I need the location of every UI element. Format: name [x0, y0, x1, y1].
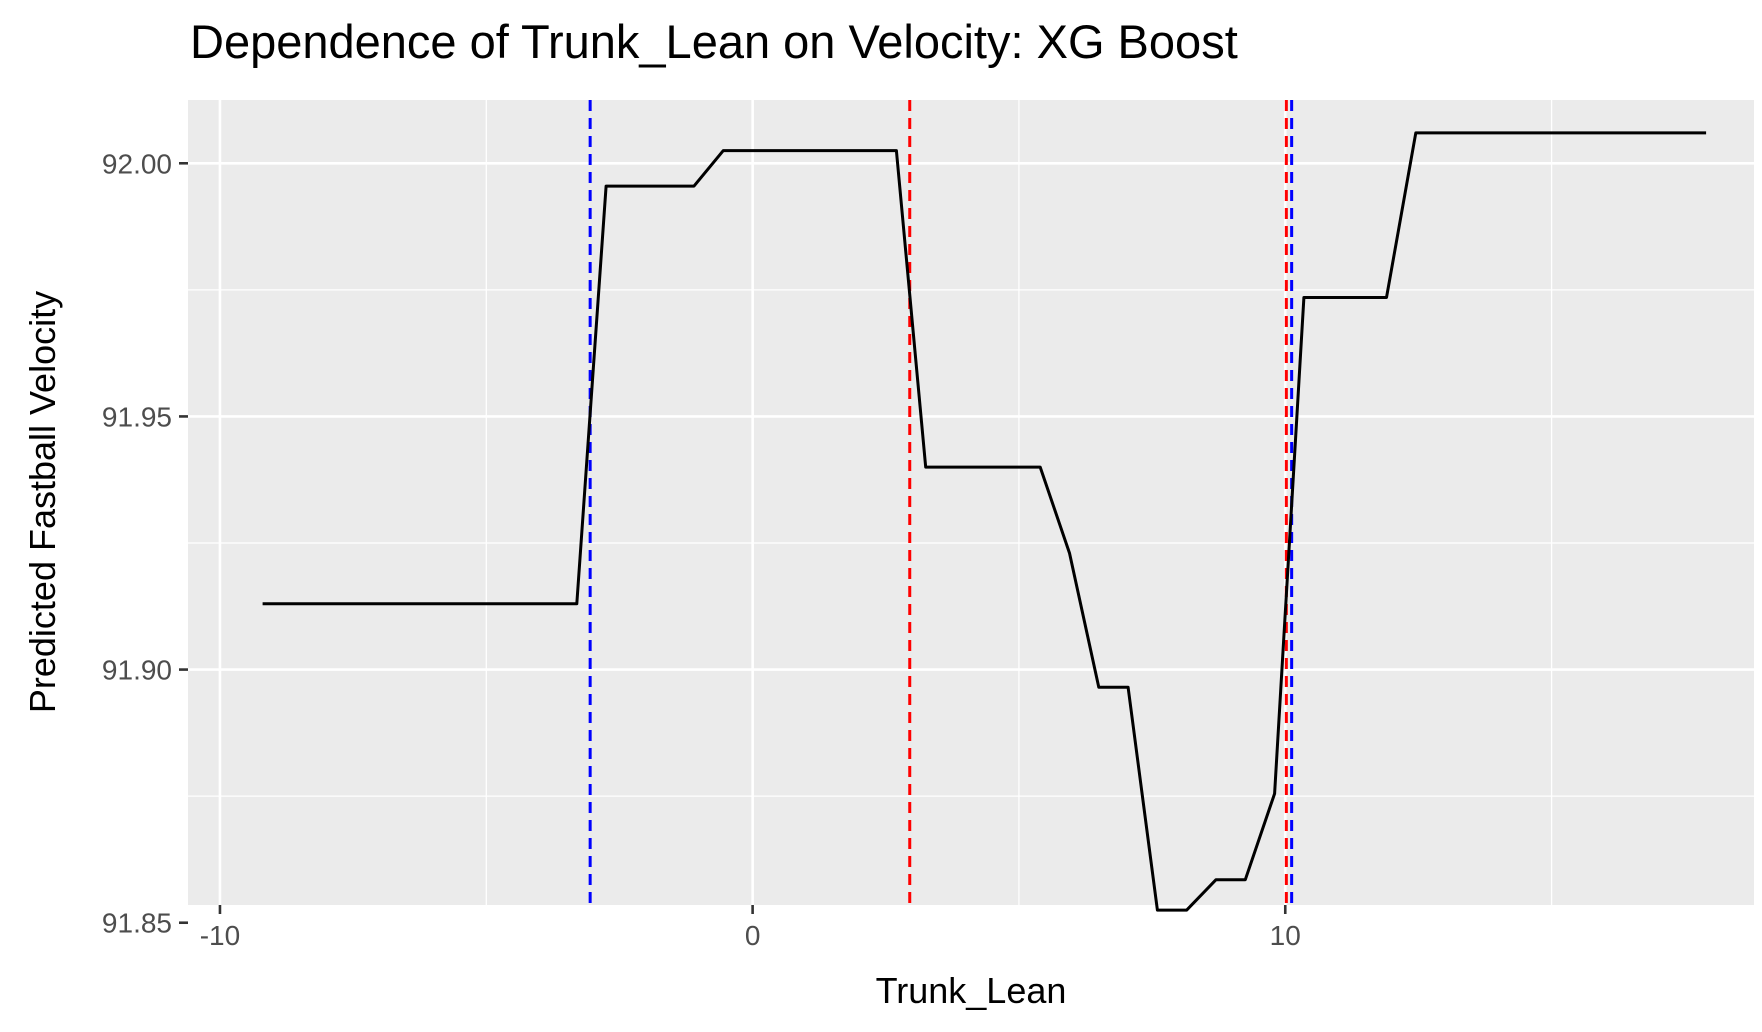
y-axis: 91.85 91.90 91.95 92.00 [102, 148, 188, 939]
y-tick-label: 91.85 [102, 908, 172, 939]
minor-gridlines [188, 100, 1754, 905]
plot-panel [188, 100, 1754, 905]
y-tick-label: 92.00 [102, 148, 172, 179]
y-tick-label: 91.90 [102, 655, 172, 686]
data-series [262, 131, 1707, 912]
series-line [262, 131, 1707, 912]
y-tick-label: 91.95 [102, 401, 172, 432]
x-tick-label: 0 [745, 920, 761, 951]
y-axis-title: Predicted Fastball Velocity [22, 291, 63, 713]
chart-title: Dependence of Trunk_Lean on Velocity: XG… [190, 15, 1238, 68]
x-axis-title: Trunk_Lean [876, 970, 1067, 1011]
x-tick-label: -10 [200, 920, 240, 951]
x-tick-label: 10 [1270, 920, 1301, 951]
x-axis: -10 0 10 [200, 905, 1301, 951]
